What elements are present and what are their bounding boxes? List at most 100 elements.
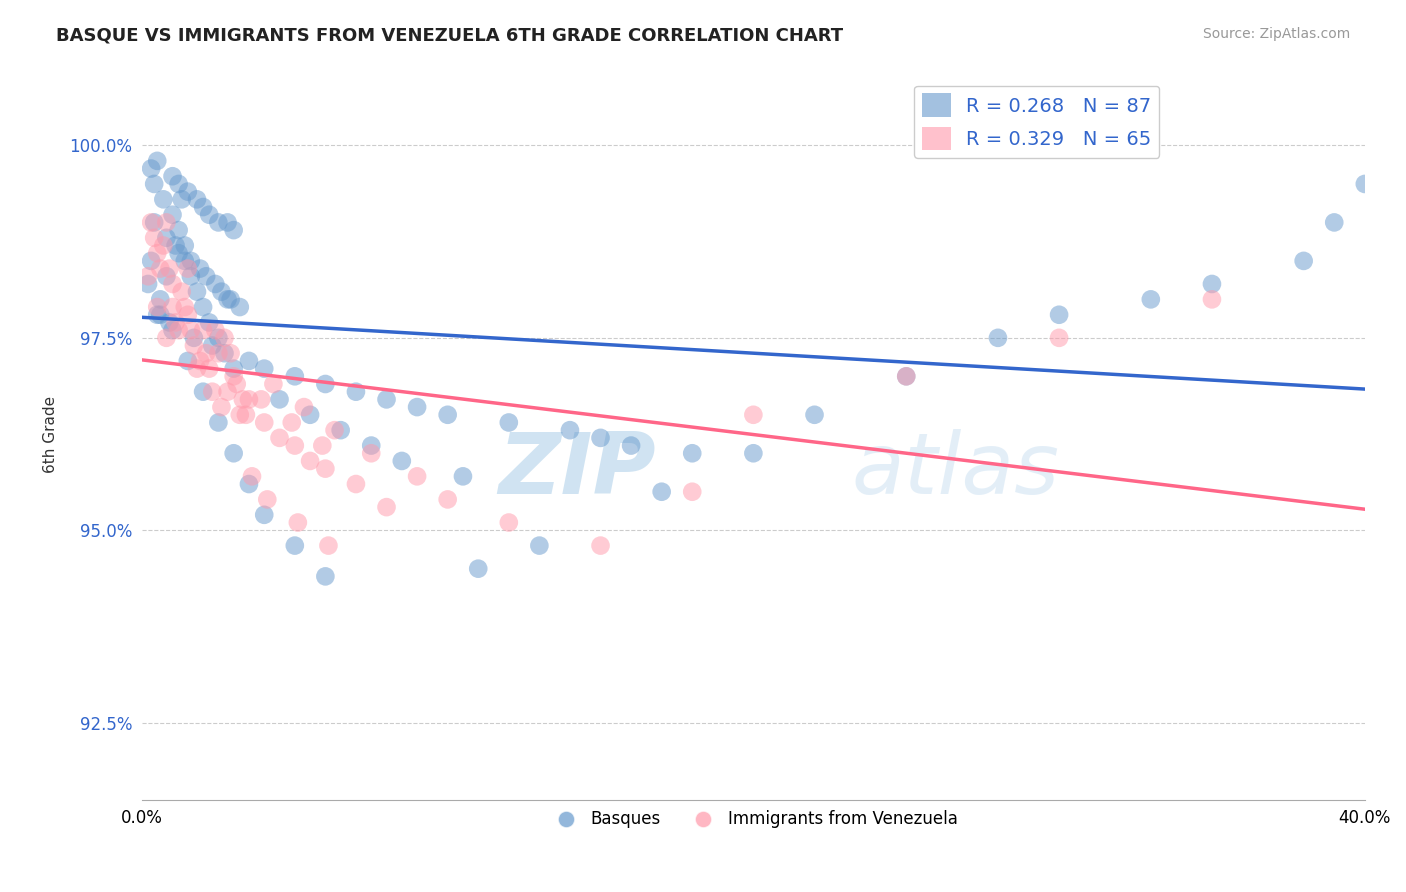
Point xyxy=(467,562,489,576)
Point xyxy=(225,376,247,391)
Point xyxy=(238,477,260,491)
Point xyxy=(198,315,221,329)
Point xyxy=(222,446,245,460)
Point xyxy=(188,261,211,276)
Point xyxy=(146,300,169,314)
Text: BASQUE VS IMMIGRANTS FROM VENEZUELA 6TH GRADE CORRELATION CHART: BASQUE VS IMMIGRANTS FROM VENEZUELA 6TH … xyxy=(56,27,844,45)
Point xyxy=(209,285,232,299)
Point xyxy=(143,177,166,191)
Point xyxy=(1354,177,1376,191)
Point xyxy=(269,431,291,445)
Point xyxy=(188,354,211,368)
Point xyxy=(146,153,169,168)
Point xyxy=(987,331,1010,345)
Point xyxy=(229,408,252,422)
Point xyxy=(177,308,200,322)
Point xyxy=(558,423,581,437)
Point xyxy=(162,208,184,222)
Point xyxy=(436,408,458,422)
Point xyxy=(344,477,367,491)
Point xyxy=(253,508,276,522)
Point xyxy=(183,331,205,345)
Point xyxy=(186,192,208,206)
Point xyxy=(406,400,429,414)
Point xyxy=(155,269,177,284)
Point xyxy=(207,346,229,360)
Point xyxy=(139,215,162,229)
Point xyxy=(742,408,765,422)
Point xyxy=(177,261,200,276)
Point xyxy=(155,231,177,245)
Point xyxy=(681,446,703,460)
Point xyxy=(180,323,202,337)
Point xyxy=(183,338,205,352)
Point xyxy=(375,500,398,515)
Point xyxy=(207,331,229,345)
Point xyxy=(186,285,208,299)
Point xyxy=(186,361,208,376)
Text: Source: ZipAtlas.com: Source: ZipAtlas.com xyxy=(1202,27,1350,41)
Point xyxy=(159,315,181,329)
Point xyxy=(191,384,214,399)
Point xyxy=(167,323,190,337)
Point xyxy=(284,439,307,453)
Point xyxy=(155,215,177,229)
Point xyxy=(329,423,352,437)
Point xyxy=(803,408,825,422)
Point xyxy=(742,446,765,460)
Point xyxy=(314,376,336,391)
Point xyxy=(253,416,276,430)
Point xyxy=(529,539,551,553)
Legend: Basques, Immigrants from Venezuela: Basques, Immigrants from Venezuela xyxy=(543,804,965,835)
Point xyxy=(1201,277,1223,291)
Point xyxy=(170,192,193,206)
Point xyxy=(173,238,195,252)
Point xyxy=(250,392,273,407)
Point xyxy=(1292,253,1315,268)
Point xyxy=(170,285,193,299)
Point xyxy=(344,384,367,399)
Point xyxy=(620,439,643,453)
Point xyxy=(436,492,458,507)
Point xyxy=(167,223,190,237)
Point xyxy=(222,223,245,237)
Point xyxy=(1140,293,1163,307)
Point xyxy=(173,253,195,268)
Point xyxy=(406,469,429,483)
Point xyxy=(217,384,239,399)
Point xyxy=(314,569,336,583)
Point xyxy=(146,308,169,322)
Point xyxy=(896,369,918,384)
Point xyxy=(136,277,159,291)
Point xyxy=(165,315,187,329)
Point xyxy=(232,392,254,407)
Point xyxy=(159,261,181,276)
Point xyxy=(229,300,252,314)
Point xyxy=(177,185,200,199)
Point xyxy=(167,246,190,260)
Point xyxy=(1047,331,1070,345)
Point xyxy=(219,293,242,307)
Point xyxy=(284,369,307,384)
Point xyxy=(284,539,307,553)
Point xyxy=(287,516,309,530)
Point xyxy=(143,231,166,245)
Point xyxy=(152,238,174,252)
Point xyxy=(136,269,159,284)
Point xyxy=(139,161,162,176)
Y-axis label: 6th Grade: 6th Grade xyxy=(44,395,58,473)
Point xyxy=(209,400,232,414)
Point xyxy=(198,361,221,376)
Point xyxy=(451,469,474,483)
Point xyxy=(1047,308,1070,322)
Point xyxy=(149,261,172,276)
Point xyxy=(391,454,413,468)
Point xyxy=(162,323,184,337)
Point xyxy=(238,392,260,407)
Point xyxy=(139,253,162,268)
Point xyxy=(217,215,239,229)
Point xyxy=(299,454,322,468)
Point xyxy=(262,376,284,391)
Point xyxy=(235,408,257,422)
Point xyxy=(162,277,184,291)
